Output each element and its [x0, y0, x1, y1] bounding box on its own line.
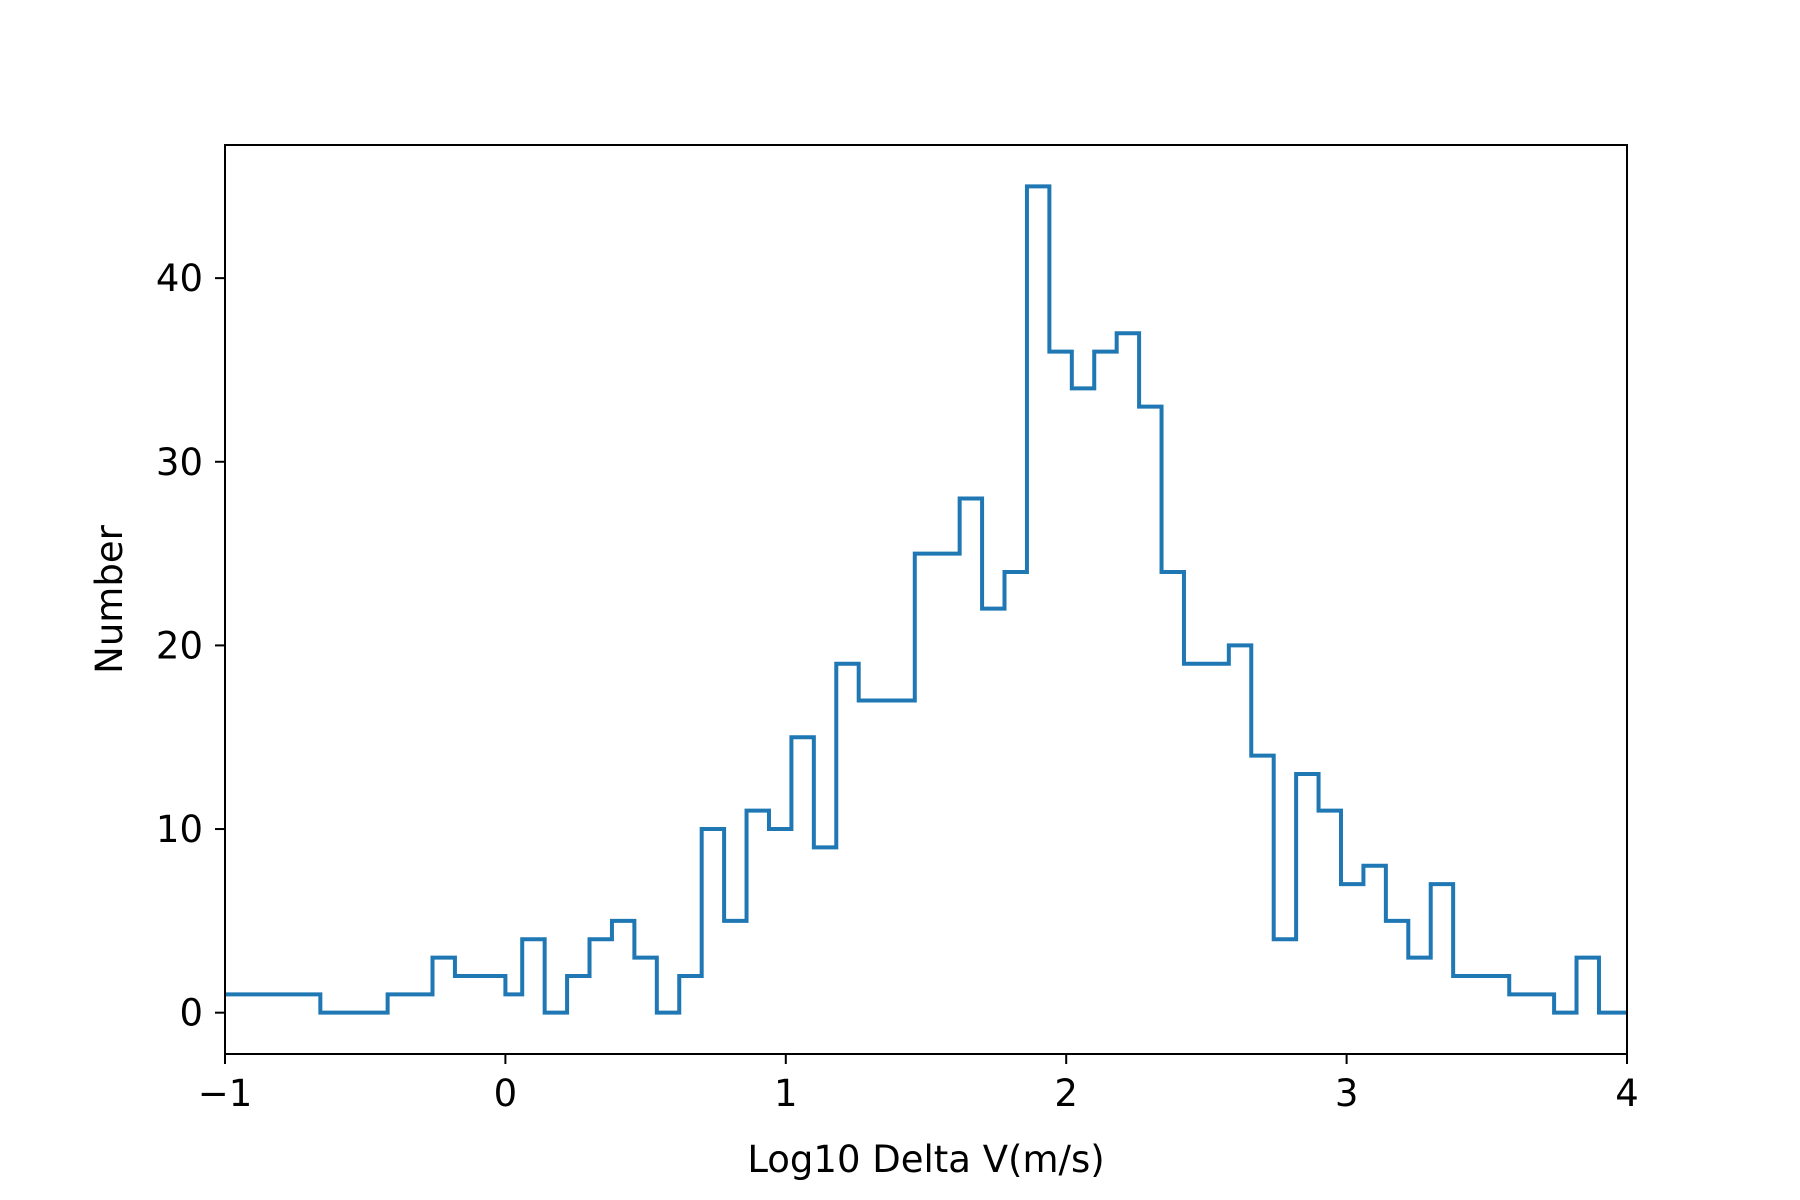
x-tick-label: 1 — [774, 1072, 798, 1115]
y-axis-label: Number — [88, 524, 131, 673]
x-tick-label: 0 — [494, 1072, 518, 1115]
y-tick-label: 30 — [156, 441, 203, 484]
y-tick-label: 20 — [156, 624, 203, 667]
x-tick-label: 2 — [1054, 1072, 1078, 1115]
y-tick-label: 0 — [179, 992, 203, 1035]
x-tick-label: −1 — [198, 1072, 253, 1115]
x-tick-label: 3 — [1335, 1072, 1359, 1115]
x-axis-ticks: −1 0 1 2 3 4 — [198, 1054, 1639, 1115]
y-tick-label: 40 — [156, 257, 203, 300]
plot-area — [225, 184, 1627, 1015]
x-axis-label: Log10 Delta V(m/s) — [747, 1138, 1104, 1181]
y-tick-label: 10 — [156, 808, 203, 851]
x-tick-label: 4 — [1615, 1072, 1639, 1115]
axes-frame — [224, 144, 1628, 1055]
histogram-series-0 — [225, 184, 1627, 1015]
y-axis-ticks: 0 10 20 30 40 — [156, 257, 225, 1035]
